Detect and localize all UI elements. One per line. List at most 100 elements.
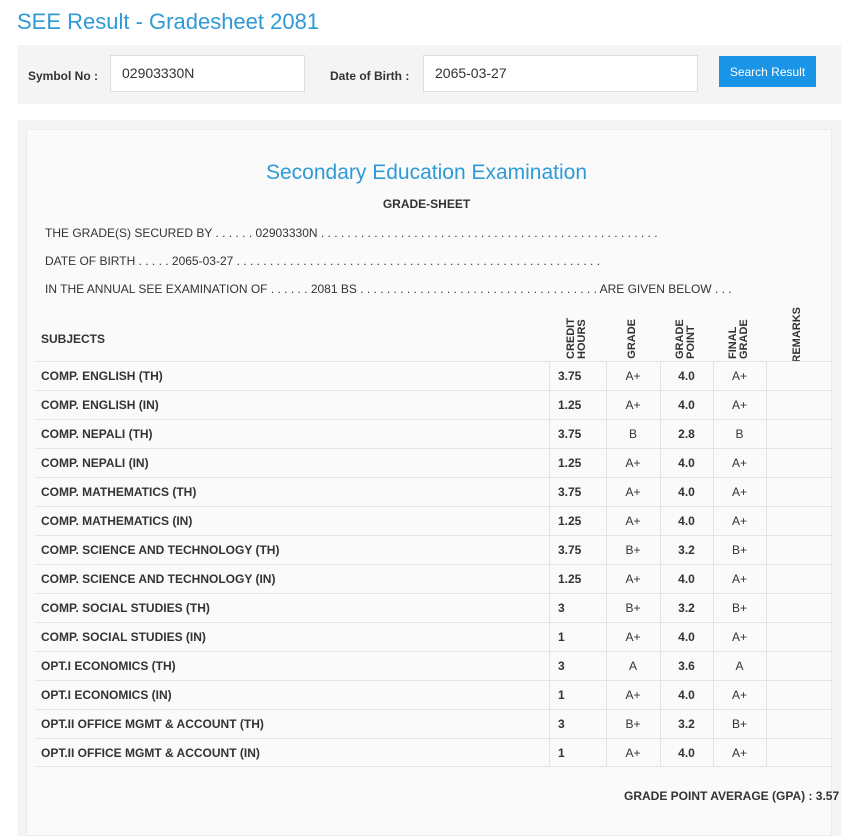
column-divider	[766, 507, 767, 535]
column-divider	[713, 594, 714, 622]
column-divider	[713, 739, 714, 767]
credit-hours-cell: 1	[558, 630, 565, 644]
column-divider	[606, 362, 607, 390]
header-subjects: SUBJECTS	[41, 332, 106, 346]
column-divider	[660, 391, 661, 419]
grade-point-cell: 4.0	[678, 369, 695, 383]
grade-point-cell: 4.0	[678, 746, 695, 760]
subject-cell: COMP. SCIENCE AND TECHNOLOGY (TH)	[41, 543, 280, 557]
column-divider	[713, 391, 714, 419]
gradesheet-card	[26, 129, 832, 836]
subject-cell: COMP. MATHEMATICS (IN)	[41, 514, 193, 528]
subject-cell: COMP. MATHEMATICS (TH)	[41, 485, 197, 499]
grade-point-cell: 3.2	[678, 543, 695, 557]
column-divider	[766, 710, 767, 738]
final-grade-cell: B+	[731, 601, 747, 615]
header-remarks: REMARKS	[791, 307, 803, 363]
credit-hours-cell: 3.75	[558, 427, 582, 441]
column-divider	[713, 507, 714, 535]
grade-cell: A+	[625, 572, 641, 586]
subject-cell: OPT.II OFFICE MGMT & ACCOUNT (TH)	[41, 717, 264, 731]
remarks-cell	[766, 507, 833, 535]
column-divider	[660, 420, 661, 448]
column-divider	[606, 478, 607, 506]
page-title: SEE Result - Gradesheet 2081	[17, 9, 320, 34]
dob-label: Date of Birth :	[330, 69, 410, 83]
secured-by-line: THE GRADE(S) SECURED BY . . . . . . 0290…	[45, 226, 658, 240]
column-divider	[660, 681, 661, 709]
subject-cell: COMP. SOCIAL STUDIES (IN)	[41, 630, 206, 644]
table-header: SUBJECTS CREDIT HOURS GRADE GRADE POINT …	[35, 307, 833, 363]
subject-cell: COMP. NEPALI (IN)	[41, 456, 149, 470]
credit-hours-cell: 1.25	[558, 572, 582, 586]
final-grade-cell: A+	[731, 746, 747, 760]
column-divider	[660, 536, 661, 564]
column-divider	[766, 739, 767, 767]
final-grade-cell: B	[735, 427, 744, 441]
final-grade-cell: A	[735, 659, 744, 673]
grade-cell: A+	[625, 630, 641, 644]
column-divider	[606, 710, 607, 738]
table-row: OPT.II OFFICE MGMT & ACCOUNT (IN) 1 A+ 4.0 A…	[35, 738, 833, 767]
grade-point-cell: 4.0	[678, 630, 695, 644]
column-divider	[549, 594, 550, 622]
column-divider	[766, 478, 767, 506]
column-divider	[606, 594, 607, 622]
column-divider	[713, 652, 714, 680]
credit-hours-cell: 1	[558, 688, 565, 702]
grade-cell: B+	[625, 601, 641, 615]
dob-input[interactable]: 2065-03-27	[423, 55, 698, 92]
grade-cell: A+	[625, 746, 641, 760]
grade-point-cell: 3.6	[678, 659, 695, 673]
table-row: COMP. NEPALI (IN) 1.25 A+ 4.0 A+	[35, 448, 833, 477]
table-row: COMP. SOCIAL STUDIES (IN) 1 A+ 4.0 A+	[35, 622, 833, 651]
column-divider	[766, 536, 767, 564]
column-divider	[606, 652, 607, 680]
credit-hours-cell: 3	[558, 659, 565, 673]
column-divider	[660, 739, 661, 767]
grade-cell: B+	[625, 543, 641, 557]
subject-cell: OPT.I ECONOMICS (IN)	[41, 688, 172, 702]
search-result-button[interactable]: Search Result	[719, 56, 816, 87]
column-divider	[549, 623, 550, 651]
column-divider	[713, 478, 714, 506]
column-divider	[660, 507, 661, 535]
column-divider	[713, 536, 714, 564]
grade-point-cell: 4.0	[678, 485, 695, 499]
table-row: COMP. ENGLISH (TH) 3.75 A+ 4.0 A+	[35, 361, 833, 390]
remarks-cell	[766, 449, 833, 477]
column-divider	[660, 710, 661, 738]
column-divider	[549, 478, 550, 506]
column-divider	[606, 739, 607, 767]
remarks-cell	[766, 391, 833, 419]
grade-point-cell: 4.0	[678, 572, 695, 586]
column-divider	[549, 652, 550, 680]
grade-point-cell: 4.0	[678, 398, 695, 412]
credit-hours-cell: 3	[558, 717, 565, 731]
credit-hours-cell: 3.75	[558, 543, 582, 557]
remarks-cell	[766, 681, 833, 709]
header-credit-hours: CREDIT HOURS	[565, 318, 588, 359]
remarks-cell	[766, 478, 833, 506]
final-grade-cell: B+	[731, 543, 747, 557]
grade-cell: A+	[625, 514, 641, 528]
subject-cell: COMP. SOCIAL STUDIES (TH)	[41, 601, 210, 615]
gradesheet-title: GRADE-SHEET	[382, 197, 471, 211]
table-row: OPT.II OFFICE MGMT & ACCOUNT (TH) 3 B+ 3.2 B…	[35, 709, 833, 738]
column-divider	[766, 362, 767, 390]
final-grade-cell: A+	[731, 369, 747, 383]
grade-point-cell: 4.0	[678, 514, 695, 528]
table-row: COMP. SCIENCE AND TECHNOLOGY (TH) 3.75 B+ 3…	[35, 535, 833, 564]
column-divider	[713, 565, 714, 593]
column-divider	[660, 565, 661, 593]
grade-cell: A	[628, 659, 637, 673]
column-divider	[606, 507, 607, 535]
grade-cell: B	[628, 427, 637, 441]
subject-cell: COMP. SCIENCE AND TECHNOLOGY (IN)	[41, 572, 276, 586]
symbol-no-input[interactable]: 02903330N	[110, 55, 305, 92]
remarks-cell	[766, 594, 833, 622]
grade-cell: A+	[625, 398, 641, 412]
subject-cell: COMP. ENGLISH (TH)	[41, 369, 163, 383]
subject-cell: OPT.I ECONOMICS (TH)	[41, 659, 176, 673]
header-grade-point: GRADE POINT	[674, 319, 697, 359]
